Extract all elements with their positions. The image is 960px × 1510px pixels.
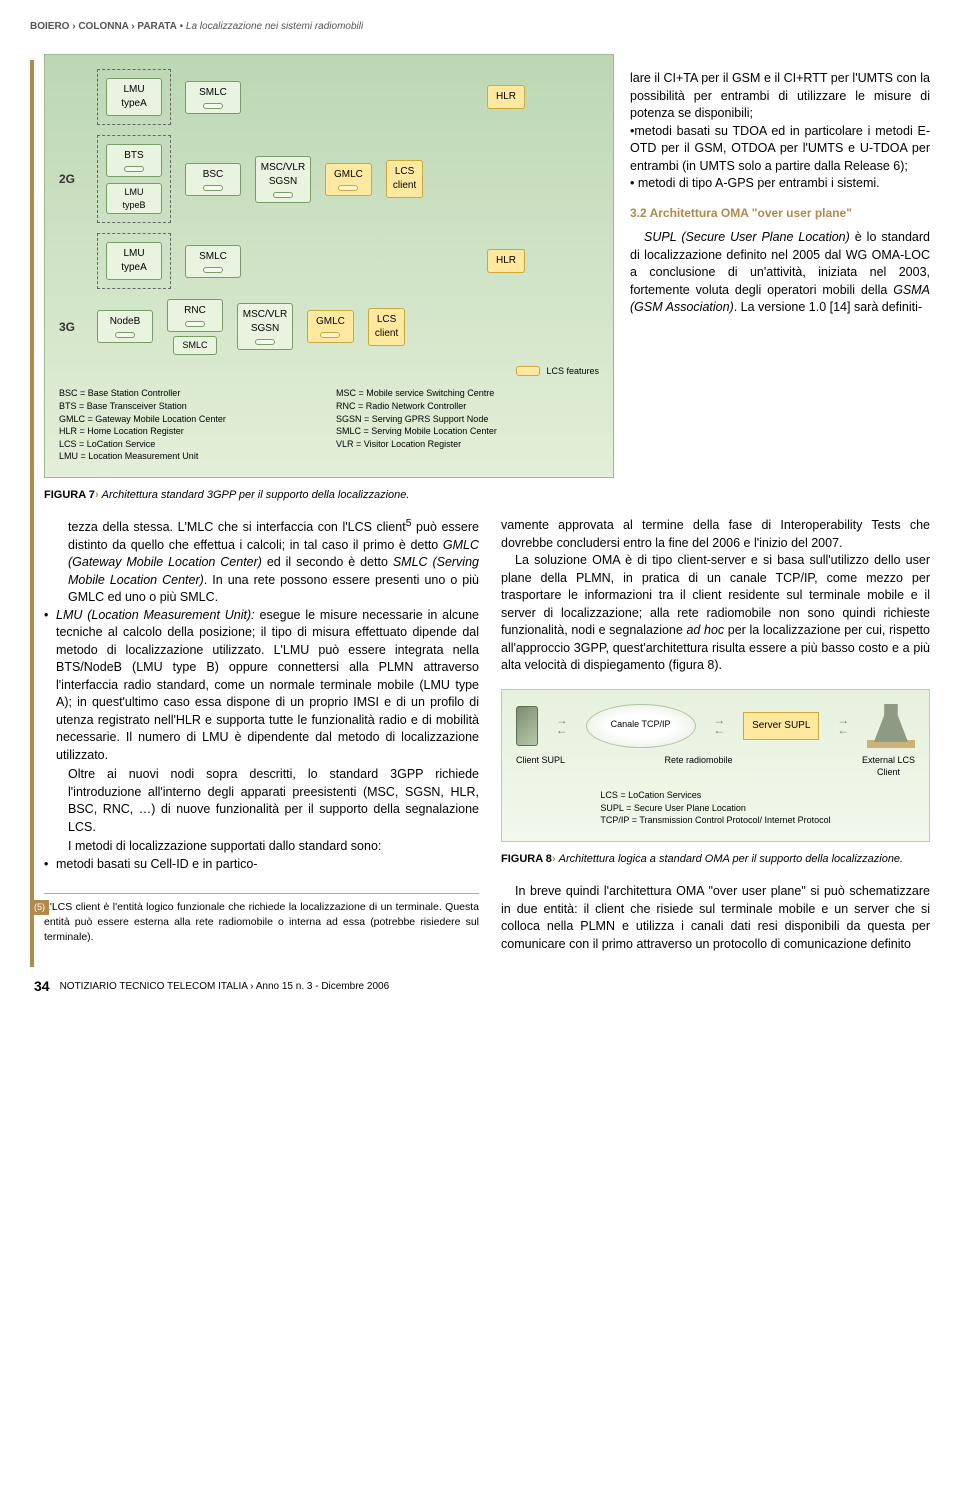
lcs-features-label: LCS features [59,365,599,378]
node-smlc: SMLC [185,81,241,114]
right-p2: La soluzione OMA è di tipo client-server… [501,552,930,675]
page-footer: 34 NOTIZIARIO TECNICO TELECOM ITALIA › A… [30,977,930,997]
left-p3: Oltre ai nuovi nodi sopra descritti, lo … [68,766,479,836]
header-authors: BOIERO › COLONNA › PARATA [30,21,177,32]
node-gmlc: GMLC [325,163,372,196]
node-bsc: BSC [185,163,241,196]
figure-7-legend: BSC = Base Station Controller BTS = Base… [59,387,599,463]
right-p1: vamente approvata al termine della fase … [501,517,930,552]
section-title-32: 3.2 Architettura OMA "over user plane" [630,205,930,222]
ext-client-label: External LCS Client [862,754,915,779]
page-number: 34 [34,977,50,997]
row-3g: 3G [59,319,83,336]
node-msc: MSC/VLR SGSN [255,156,311,203]
right-upper-p2: SUPL (Secure User Plane Location) è lo s… [630,229,930,317]
page-header: BOIERO › COLONNA › PARATA • La localizza… [30,20,930,34]
right-upper-b2: • metodi di tipo A-GPS per entrambi i si… [630,175,930,193]
right-upper-column: lare il CI+TA per il GSM e il CI+RTT per… [630,70,930,317]
node-smlc-3: SMLC [173,336,217,355]
node-lmu-typeb: LMU typeB [106,183,162,214]
node-smlc-2: SMLC [185,245,241,278]
server-supl-box: Server SUPL [743,712,819,740]
node-nodeb: NodeB [97,310,153,343]
node-hlr: HLR [487,85,525,109]
node-hlr-2: HLR [487,249,525,273]
figure-8-caption: FIGURA 8› Architettura logica a standard… [501,852,930,867]
node-lcs-client: LCS client [386,160,423,198]
person-icon [874,704,908,742]
arrow-icon: →← [556,716,568,735]
left-p1: tezza della stessa. L'MLC che si interfa… [68,517,479,607]
left-p5: • metodi basati su Cell-ID e in partico- [44,856,479,874]
sidebar-stripe [30,60,34,967]
left-p2: • LMU (Location Measurement Unit): esegu… [44,607,479,765]
node-bts: BTS [106,144,162,177]
node-lmu-typea-2: LMU typeA [106,242,162,280]
right-p3: In breve quindi l'architettura OMA "over… [501,883,930,953]
node-msc-2: MSC/VLR SGSN [237,303,293,350]
node-lmu-typea: LMU typeA [106,78,162,116]
right-column: vamente approvata al termine della fase … [501,517,930,953]
node-lcs-client-2: LCS client [368,308,405,346]
right-upper-b1: •metodi basati su TDOA ed in particolare… [630,123,930,176]
node-rnc: RNC [167,299,223,332]
page-footer-text: NOTIZIARIO TECNICO TELECOM ITALIA › Anno… [60,980,390,994]
figure-8-legend: LCS = LoCation Services SUPL = Secure Us… [516,789,915,827]
client-supl-label: Client SUPL [516,754,565,779]
left-p4: I metodi di localizzazione supportati da… [68,838,479,856]
figure-7-diagram: LMU typeA SMLC HLR 2G BTS LMU typeB BSC … [44,54,614,478]
figure-8: →← Canale TCP/IP →← Server SUPL →← Clien… [501,689,930,842]
node-gmlc-2: GMLC [307,310,354,343]
figure-7-caption: FIGURA 7› Architettura standard 3GPP per… [44,488,930,503]
rete-label: Rete radiomobile [664,754,732,779]
row-2g: 2G [59,171,83,188]
header-title: La localizzazione nei sistemi radiomobil… [186,21,363,32]
device-icon [516,706,538,746]
right-upper-p1: lare il CI+TA per il GSM e il CI+RTT per… [630,70,930,123]
footnote-5: (5) L'LCS client è l'entità logico funzi… [44,893,479,944]
left-column: tezza della stessa. L'MLC che si interfa… [44,517,479,953]
cloud-canale: Canale TCP/IP [586,704,696,748]
